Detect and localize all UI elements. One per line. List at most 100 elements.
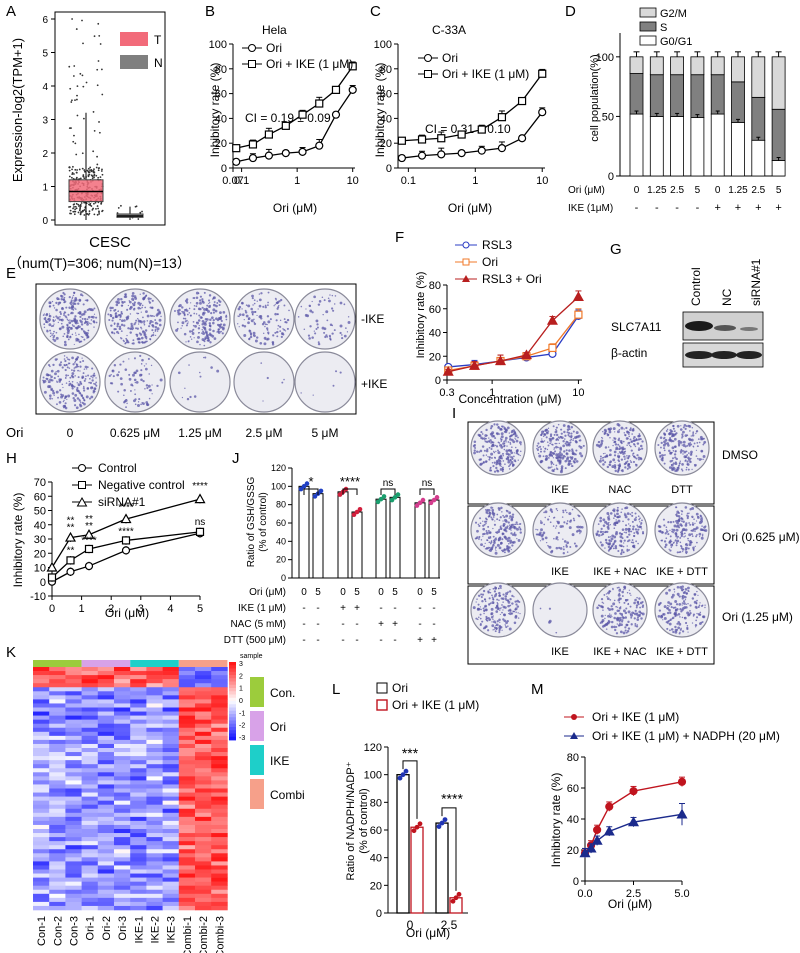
- e-dish-minus-3-colony: [245, 311, 248, 314]
- i-dish-0-2-colony: [616, 422, 620, 426]
- i-dish-0-1-colony: [555, 430, 558, 432]
- e-dish-minus-3-colony: [257, 308, 259, 310]
- e-dish-minus-0-colony: [75, 340, 77, 342]
- i-dish-1-0-colony: [485, 530, 488, 532]
- i-dish-0-1-colony: [544, 429, 547, 432]
- e-dish-minus-3-colony: [262, 305, 265, 308]
- c-legend-marker-ori: [424, 54, 432, 62]
- e-dish-minus-3-colony: [256, 336, 259, 339]
- i-dish-1-3-colony: [670, 546, 673, 549]
- a-point: [90, 168, 93, 171]
- k-cell: [114, 667, 131, 672]
- i-dish-0-2-colony: [609, 460, 613, 463]
- k-cell: [33, 873, 50, 878]
- i-dish-0-2-colony: [624, 462, 627, 465]
- i-dish-0-1-colony: [539, 461, 543, 464]
- i-dish-1-3-colony: [697, 516, 700, 519]
- j-bar-4: [375, 498, 387, 579]
- i-dish-1-1-colony: [555, 537, 558, 540]
- e-dish-minus-1-colony: [148, 299, 150, 301]
- i-dish-1-2-colony: [606, 522, 609, 526]
- e-dish-minus-1-colony: [142, 330, 146, 334]
- i-dish-0-1-colony: [559, 451, 562, 454]
- i-dish-1-3-colony: [677, 515, 681, 518]
- i-dish-0-0-colony: [497, 441, 500, 444]
- k-cell: [211, 861, 228, 866]
- e-dish-minus-0-colony: [67, 338, 70, 341]
- e-dish-minus-0-colony: [71, 304, 75, 308]
- b-legend-ori: Ori: [266, 41, 282, 55]
- e-dish-minus-0-colony: [73, 291, 76, 294]
- c-y-tick-label: 80: [380, 64, 392, 76]
- e-dish-minus-0-colony: [70, 299, 73, 302]
- e-dish-minus-1-colony: [132, 303, 136, 307]
- i-dish-1-2-colony: [618, 515, 621, 518]
- e-dish-plus-0-colony: [70, 374, 74, 378]
- e-dish-plus-0-colony: [69, 382, 72, 384]
- i-dish-0-3-colony: [685, 466, 688, 469]
- e-dish-minus-2-colony: [199, 316, 203, 319]
- e-dish-minus-0-colony: [72, 294, 75, 297]
- k-cell: [33, 865, 50, 870]
- i-dish-2-3-colony: [689, 604, 692, 607]
- i-dish-0-1-colony: [563, 438, 566, 440]
- k-cell: [146, 829, 163, 834]
- e-dish-minus-0-colony: [87, 336, 90, 339]
- e-dish-plus-0-colony: [65, 363, 68, 366]
- e-dish-minus-1-colony: [117, 310, 119, 313]
- i-dish-1-2-colony: [600, 543, 604, 547]
- k-cell: [97, 881, 115, 886]
- h-point-0: [84, 561, 94, 571]
- k-cell: [97, 901, 115, 907]
- k-cell: [146, 833, 163, 838]
- i-dish-0-3-colony: [679, 450, 683, 453]
- panel-letter-h: H: [6, 450, 17, 467]
- i-dish-0-1-colony: [550, 464, 553, 466]
- i-dish-2-3-colony: [676, 608, 679, 611]
- k-cell: [178, 719, 196, 724]
- a-point: [86, 213, 89, 215]
- i-dish-1-2-colony: [599, 519, 602, 523]
- k-cell: [97, 861, 115, 866]
- e-dish-plus-0-colony: [48, 381, 51, 384]
- i-dish-0-0-colony: [491, 433, 493, 435]
- i-dish-0-0-colony: [505, 449, 509, 453]
- panel-letter-i: I: [452, 405, 456, 422]
- i-dish-2-1: [532, 582, 588, 638]
- e-dish-minus-3-colony: [273, 305, 275, 307]
- i-dish-0-2-colony: [604, 446, 608, 449]
- e-dish-minus-3-colony: [274, 297, 277, 300]
- k-cell: [146, 748, 163, 753]
- i-dish-1-0-colony: [508, 517, 510, 519]
- j-row-value: 5: [354, 587, 360, 598]
- i-dish-2-3-colony: [677, 612, 681, 616]
- i-dish-2-0-colony: [495, 624, 497, 627]
- e-dish-plus-0-colony: [81, 395, 84, 398]
- k-cell: [81, 768, 99, 773]
- i-dish-0-1-colony: [564, 434, 567, 437]
- e-dish-plus-0-colony: [82, 372, 85, 375]
- k-cell: [178, 804, 196, 810]
- k-cell: [81, 885, 99, 891]
- e-dish-plus-3-colony: [266, 376, 269, 380]
- i-dish-0-3-colony: [679, 441, 683, 444]
- i-dish-0-3-colony: [679, 428, 683, 431]
- e-dish-minus-1-colony: [123, 319, 126, 322]
- k-cell: [178, 820, 196, 826]
- h-sig-mark: **: [85, 514, 93, 525]
- e-dish-minus-1-colony: [111, 319, 114, 322]
- e-dish-minus-1-colony: [124, 293, 127, 296]
- e-dish-plus-0-colony: [89, 377, 91, 380]
- k-cell: [195, 841, 212, 846]
- i-dish-0-0-colony: [510, 434, 513, 437]
- i-dish-1-2-colony: [617, 549, 620, 553]
- k-cell: [65, 679, 82, 684]
- k-cell: [33, 711, 50, 716]
- k-cell: [114, 901, 131, 907]
- e-dish-minus-3-colony: [262, 332, 265, 335]
- e-dish-minus-0-colony: [75, 308, 77, 310]
- k-cell: [65, 719, 82, 724]
- e-dish-minus-1-colony: [140, 336, 144, 340]
- i-dish-0-1-colony: [570, 436, 573, 439]
- e-dish-minus-0-colony: [77, 312, 80, 315]
